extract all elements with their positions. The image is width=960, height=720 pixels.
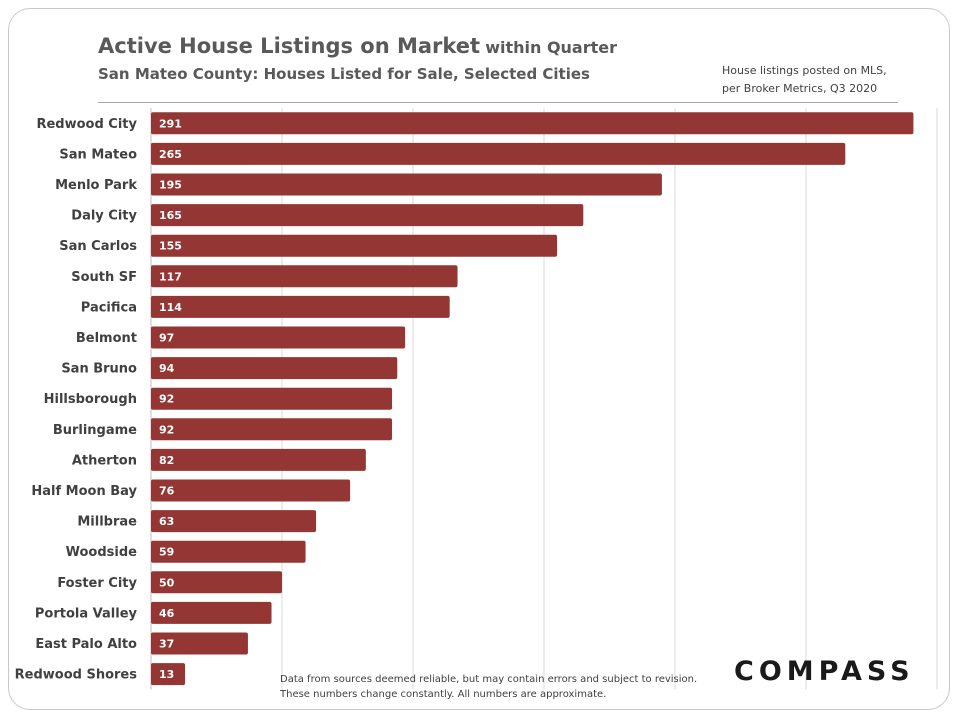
category-label: Portola Valley xyxy=(35,606,138,621)
value-label: 291 xyxy=(159,117,182,130)
value-label: 13 xyxy=(159,668,174,681)
category-label: Millbrae xyxy=(77,515,137,530)
category-label: Burlingame xyxy=(53,423,137,438)
chart-title: Active House Listings on Market within Q… xyxy=(98,34,617,58)
compass-logo: COMPASS xyxy=(734,656,915,687)
chart-subtitle: San Mateo County: Houses Listed for Sale… xyxy=(98,65,590,83)
value-label: 59 xyxy=(159,546,174,559)
value-label: 63 xyxy=(159,515,174,528)
value-label: 92 xyxy=(159,393,174,406)
bar xyxy=(151,479,351,502)
value-label: 82 xyxy=(159,454,174,467)
category-label: Hillsborough xyxy=(44,392,137,407)
bar xyxy=(151,173,662,196)
bar xyxy=(151,448,366,471)
category-label: Foster City xyxy=(57,576,137,591)
bar xyxy=(151,571,282,594)
bar xyxy=(151,601,272,624)
bar xyxy=(151,265,458,288)
footnote: Data from sources deemed reliable, but m… xyxy=(280,674,698,700)
bar xyxy=(151,540,306,563)
bar xyxy=(151,663,186,686)
bar xyxy=(151,418,393,441)
value-label: 165 xyxy=(159,209,182,222)
chart-title-main: Active House Listings on Market xyxy=(98,34,481,58)
source-note-line-1: House listings posted on MLS, xyxy=(722,64,887,77)
category-label: Pacifica xyxy=(81,300,137,315)
bar xyxy=(151,112,914,135)
bar xyxy=(151,357,398,380)
value-label: 37 xyxy=(159,638,174,651)
bar xyxy=(151,234,558,257)
value-label: 92 xyxy=(159,423,174,436)
source-note: House listings posted on MLS, per Broker… xyxy=(722,62,887,98)
value-label: 195 xyxy=(159,179,182,192)
value-label: 94 xyxy=(159,362,175,375)
category-label: East Palo Alto xyxy=(35,637,137,652)
category-label: Half Moon Bay xyxy=(31,484,137,499)
bar xyxy=(151,295,450,318)
bar xyxy=(151,632,248,655)
value-label: 117 xyxy=(159,270,182,283)
category-label: Menlo Park xyxy=(55,178,137,193)
value-labels: 291 265 195 165 155 117 114 97 94 92 92 82 76 63 59 50 4… xyxy=(159,117,182,681)
title-divider xyxy=(98,102,898,103)
category-labels: Redwood City San Mateo Menlo Park Daly City… xyxy=(15,117,138,683)
category-label: San Mateo xyxy=(59,147,137,162)
bar xyxy=(151,142,846,165)
bar xyxy=(151,204,584,227)
value-label: 155 xyxy=(159,240,182,253)
source-note-line-2: per Broker Metrics, Q3 2020 xyxy=(722,82,878,95)
value-label: 76 xyxy=(159,485,175,498)
category-label: Atherton xyxy=(72,453,137,468)
value-label: 46 xyxy=(159,607,175,620)
bar xyxy=(151,510,317,533)
category-label: Redwood City xyxy=(36,117,137,132)
category-label: South SF xyxy=(71,270,137,285)
bar xyxy=(151,326,406,349)
bars xyxy=(151,112,914,686)
bar xyxy=(151,387,393,410)
category-label: San Carlos xyxy=(59,239,137,254)
value-label: 265 xyxy=(159,148,182,161)
category-label: Redwood Shores xyxy=(15,668,138,683)
category-label: Daly City xyxy=(71,209,137,224)
value-label: 114 xyxy=(159,301,182,314)
category-label: Belmont xyxy=(76,331,137,346)
value-label: 50 xyxy=(159,576,175,589)
chart-title-suffix: within Quarter xyxy=(485,38,618,57)
category-label: San Bruno xyxy=(61,362,137,377)
value-label: 97 xyxy=(159,332,174,345)
category-label: Woodside xyxy=(66,545,138,560)
